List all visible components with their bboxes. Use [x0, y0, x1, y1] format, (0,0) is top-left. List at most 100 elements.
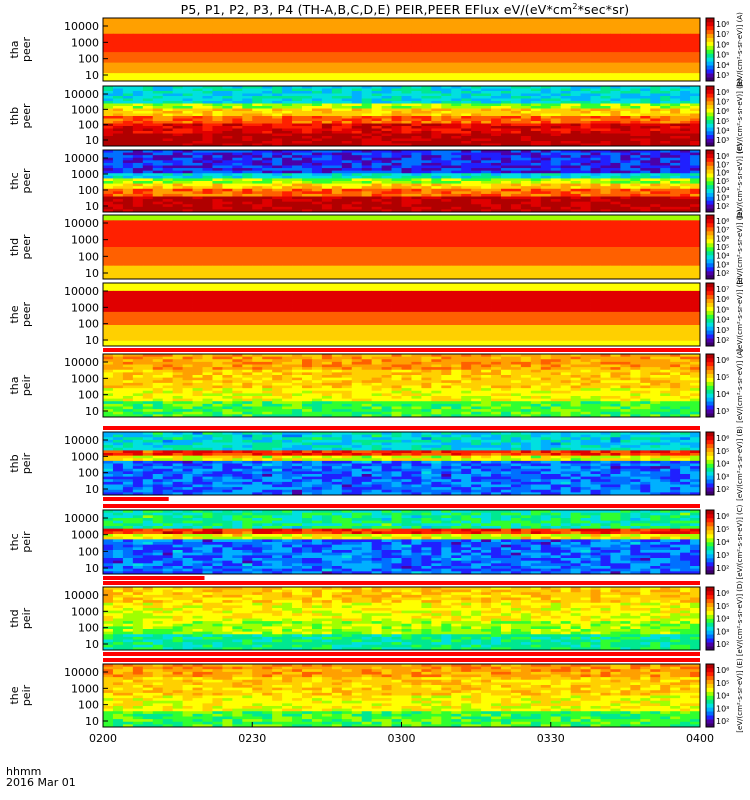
heatmap-cell: [610, 225, 621, 229]
heatmap-cell: [202, 193, 213, 197]
heatmap-cell: [401, 233, 412, 237]
heatmap-cell: [670, 46, 681, 50]
heatmap-cell: [650, 188, 661, 192]
heatmap-cell: [471, 33, 482, 37]
heatmap-cell: [202, 44, 213, 48]
heatmap-cell: [132, 196, 144, 200]
heatmap-cell: [192, 86, 203, 89]
heatmap-cell: [272, 60, 283, 64]
heatmap-cell: [660, 141, 671, 144]
heatmap-cell: [650, 193, 661, 197]
heatmap-cell: [640, 41, 651, 45]
heatmap-cell: [391, 173, 402, 177]
heatmap-cell: [501, 65, 512, 69]
heatmap-cell: [272, 141, 283, 144]
heatmap-cell: [580, 133, 591, 137]
heatmap-cell: [501, 54, 512, 58]
heatmap-cell: [431, 217, 442, 221]
heatmap-cell: [580, 23, 591, 27]
heatmap-cell: [411, 178, 422, 182]
heatmap-cell: [311, 236, 323, 240]
heatmap-cell: [351, 143, 363, 147]
heatmap-cell: [461, 231, 472, 235]
heatmap-cell: [630, 138, 641, 142]
heatmap-cell: [192, 201, 203, 205]
heatmap-cell: [411, 131, 422, 134]
heatmap-cell: [411, 41, 422, 45]
heatmap-cell: [371, 223, 382, 227]
heatmap-cell: [172, 168, 183, 172]
heatmap-cell: [112, 160, 124, 164]
heatmap-cell: [252, 143, 263, 147]
heatmap-cell: [680, 96, 691, 99]
heatmap-cell: [590, 162, 601, 166]
heatmap-cell: [182, 39, 193, 43]
heatmap-cell: [590, 86, 601, 89]
heatmap-cell: [311, 193, 323, 197]
heatmap-cell: [510, 108, 522, 112]
heatmap-cell: [341, 108, 353, 112]
heatmap-cell: [341, 160, 353, 164]
heatmap-cell: [351, 133, 363, 137]
heatmap-cell: [501, 217, 512, 221]
heatmap-cell: [550, 217, 562, 221]
heatmap-cell: [570, 41, 581, 45]
heatmap-cell: [461, 217, 472, 221]
heatmap-cell: [391, 223, 402, 227]
heatmap-cell: [540, 141, 552, 144]
heatmap-cell: [640, 223, 651, 227]
heatmap-cell: [421, 49, 432, 53]
heatmap-cell: [302, 88, 313, 92]
heatmap-cell: [620, 199, 631, 203]
heatmap-cell: [112, 143, 124, 147]
heatmap-cell: [341, 138, 353, 142]
heatmap-cell: [172, 52, 183, 56]
heatmap-cell: [292, 160, 303, 164]
heatmap-cell: [202, 225, 213, 229]
heatmap-cell: [112, 191, 124, 195]
heatmap-cell: [600, 93, 611, 97]
heatmap-cell: [411, 188, 422, 192]
heatmap-cell: [222, 209, 233, 213]
heatmap-cell: [580, 41, 591, 45]
heatmap-cell: [103, 116, 114, 119]
heatmap-cell: [491, 70, 502, 74]
heatmap-cell: [292, 54, 303, 58]
heatmap-cell: [172, 116, 183, 119]
heatmap-cell: [292, 228, 303, 232]
heatmap-cell: [212, 67, 223, 71]
heatmap-cell: [142, 228, 154, 232]
heatmap-cell: [172, 131, 183, 134]
heatmap-cell: [331, 31, 343, 35]
heatmap-cell: [242, 168, 253, 172]
heatmap-cell: [451, 191, 462, 195]
heatmap-cell: [540, 44, 552, 48]
heatmap-cell: [411, 126, 422, 129]
heatmap-cell: [391, 93, 402, 97]
heatmap-cell: [341, 106, 353, 109]
heatmap-cell: [590, 121, 601, 124]
heatmap-cell: [242, 152, 253, 156]
heatmap-cell: [232, 46, 243, 50]
heatmap-cell: [212, 128, 223, 132]
heatmap-cell: [650, 173, 661, 177]
heatmap-cell: [560, 33, 572, 37]
heatmap-cell: [660, 70, 671, 74]
heatmap-cell: [391, 215, 402, 219]
heatmap-cell: [262, 188, 273, 192]
heatmap-cell: [590, 46, 601, 50]
heatmap-cell: [103, 41, 114, 45]
heatmap-cell: [600, 20, 611, 24]
heatmap-cell: [580, 178, 591, 182]
heatmap-cell: [132, 138, 144, 142]
heatmap-cell: [530, 25, 542, 29]
heatmap-cell: [232, 170, 243, 174]
colorbar-step: [706, 108, 714, 113]
heatmap-cell: [122, 60, 134, 64]
heatmap-cell: [431, 25, 442, 29]
heatmap-cell: [411, 39, 422, 43]
heatmap-cell: [311, 204, 323, 208]
heatmap-cell: [570, 128, 581, 132]
heatmap-cell: [650, 73, 661, 77]
heatmap-cell: [232, 225, 243, 229]
